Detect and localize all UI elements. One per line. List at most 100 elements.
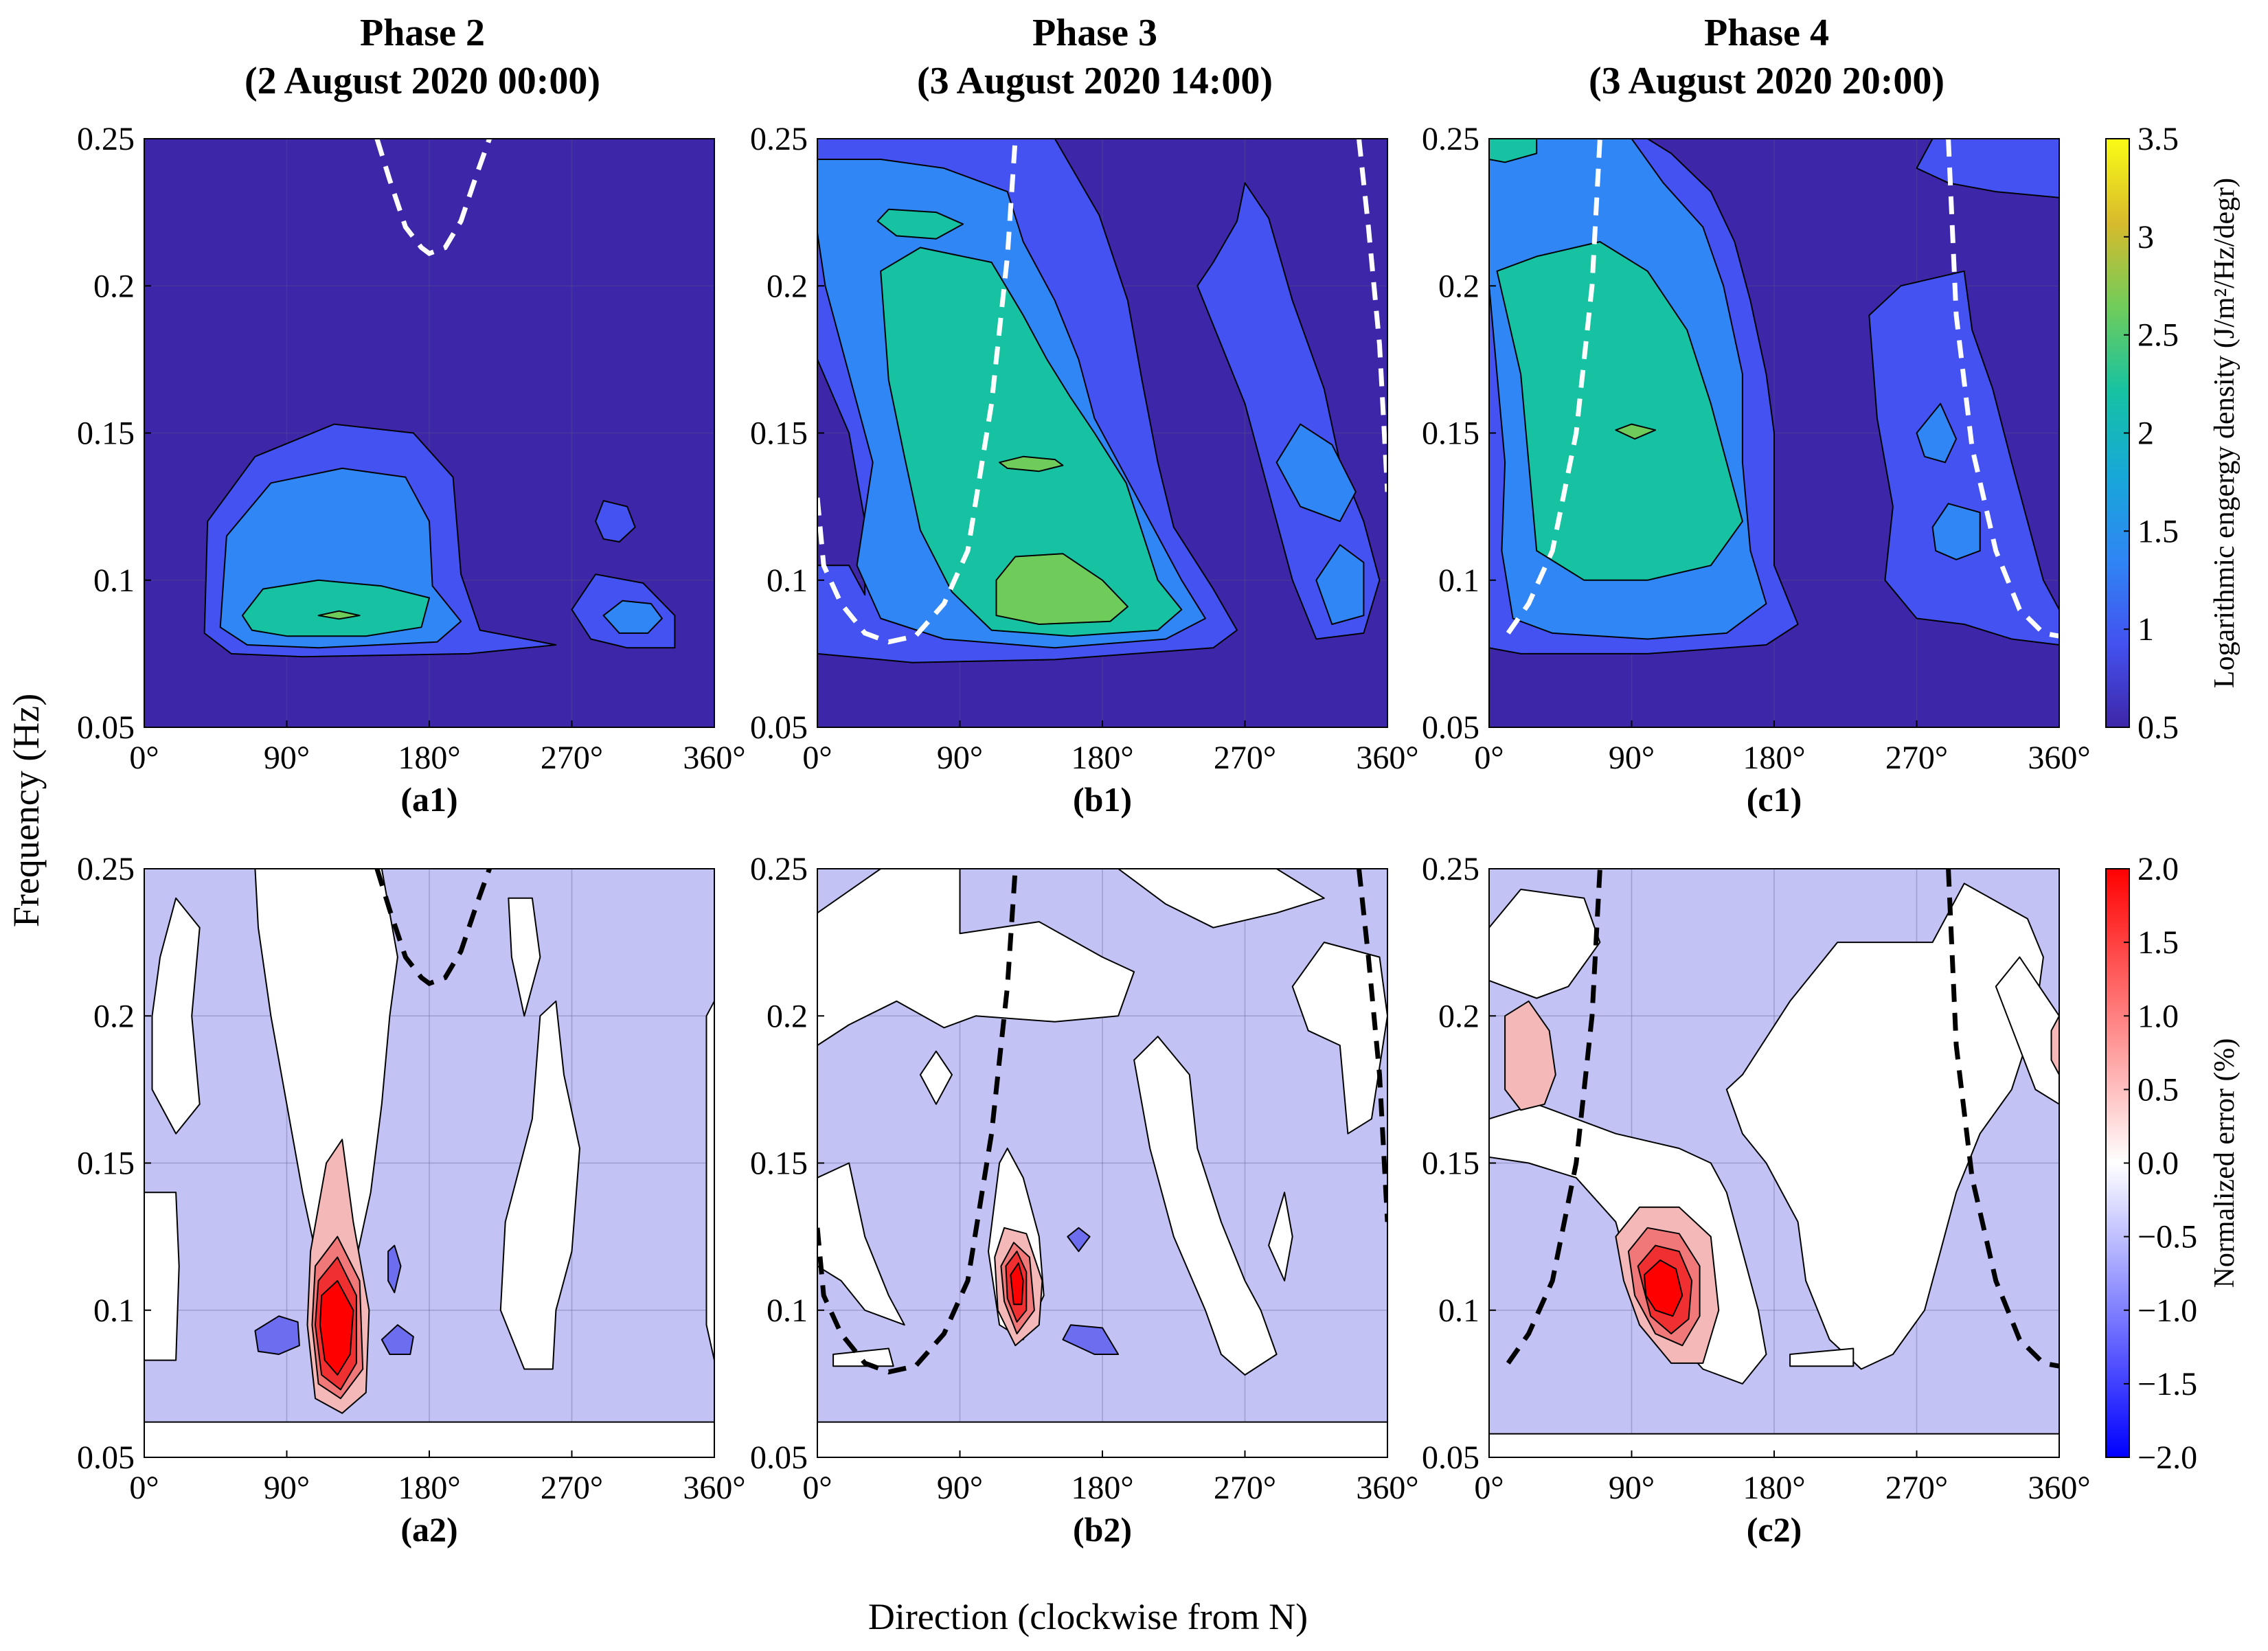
contour-region-level-neg1: [1067, 1227, 1091, 1253]
contour-region-level-1: [1868, 270, 2059, 646]
x-tick-label: 0°: [1474, 1470, 1504, 1506]
column-subtitle-phase-3: (3 August 2020 14:00): [917, 60, 1273, 102]
x-tick-label: 270°: [541, 1470, 603, 1506]
panel-label-b1: (b1): [1073, 780, 1132, 819]
x-tick-label: 360°: [2028, 1470, 2090, 1506]
x-tick-label: 360°: [683, 740, 745, 776]
y-tick-label: 0.15: [750, 1146, 808, 1182]
colorbar-error-tick-label: −2.0: [2137, 1439, 2197, 1476]
x-tick-label: 360°: [683, 1470, 745, 1506]
panel-label-c2: (c2): [1747, 1510, 1802, 1549]
y-tick-label: 0.05: [750, 709, 808, 746]
x-axis-label: Direction (clockwise from N): [868, 1596, 1308, 1637]
x-tick-label: 90°: [1609, 1470, 1655, 1506]
column-subtitle-phase-2: (2 August 2020 00:00): [245, 60, 600, 102]
colorbar-energy-tick-label: 3.5: [2137, 121, 2179, 157]
contour-region-level-0: [832, 1347, 894, 1367]
column-title-phase-3: Phase 3: [1032, 12, 1157, 54]
y-tick-label: 0.05: [750, 1439, 808, 1476]
panel-b2: 0.25 0.2 0.15 0.1 0.050° 90° 180° 270° 360° (b2): [750, 851, 1419, 1549]
contour-region-level-1_5: [1916, 402, 1958, 464]
y-tick-label: 0.2: [767, 268, 808, 304]
x-tick-label: 180°: [398, 740, 460, 776]
y-tick-label: 0.15: [1422, 1146, 1479, 1182]
caustic-line: [374, 869, 492, 987]
x-tick-label: 0°: [802, 1470, 832, 1506]
contour-region-level-0: [817, 1162, 905, 1326]
x-tick-label: 360°: [1356, 1470, 1418, 1506]
y-tick-label: 0.15: [750, 415, 808, 452]
y-tick-label: 0.1: [93, 1293, 135, 1329]
contour-region-level-0: [144, 1421, 714, 1457]
panel-label-b2: (b2): [1073, 1510, 1132, 1549]
contour-region-level-1_5: [1315, 544, 1365, 625]
x-tick-label: 360°: [2028, 740, 2090, 776]
colorbar-energy-tick-label: 3: [2137, 219, 2154, 255]
colorbar-error-tick-label: 1.0: [2137, 998, 2179, 1034]
y-axis-label: Frequency (Hz): [5, 694, 47, 927]
contour-region-level-1: [1197, 182, 1381, 640]
colorbar-error-tick-label: 1.5: [2137, 924, 2179, 961]
y-tick-label: 0.2: [93, 268, 135, 304]
contour-region-level-0: [144, 1192, 180, 1361]
x-tick-label: 270°: [541, 740, 603, 776]
y-tick-label: 0.1: [767, 562, 808, 599]
contour-region-level-0: [1995, 956, 2059, 1105]
y-tick-label: 0.15: [77, 1146, 135, 1182]
contour-region-level-0: [1118, 869, 1325, 929]
y-tick-label: 0.05: [1422, 709, 1479, 746]
x-tick-label: 0°: [129, 1470, 159, 1506]
contour-region-level-0: [151, 897, 201, 1135]
column-titles: Phase 2 (2 August 2020 00:00) Phase 3 (3…: [245, 12, 1944, 102]
x-tick-label: 90°: [264, 1470, 310, 1506]
caustic-line: [1946, 869, 2059, 1369]
contour-region-level-0_5: [2050, 1015, 2059, 1075]
contour-region-level-2_5: [1615, 423, 1657, 440]
y-tick-label: 0.25: [77, 851, 135, 887]
y-tick-label: 0.15: [1422, 415, 1479, 452]
contour-region-level-0: [499, 1000, 580, 1370]
contour-region-level-2: [241, 579, 430, 637]
caustic-line: [374, 139, 492, 257]
contour-region-level-0: [508, 897, 541, 1017]
contour-region-level-0: [1725, 883, 2044, 1370]
caustic-line: [817, 869, 1018, 1375]
x-tick-label: 0°: [1474, 740, 1504, 776]
y-tick-label: 0.2: [767, 998, 808, 1034]
x-tick-label: 270°: [1214, 740, 1276, 776]
contour-region-level-neg1: [1062, 1324, 1120, 1355]
x-tick-label: 180°: [1071, 740, 1133, 776]
y-tick-label: 0.05: [77, 709, 135, 746]
panel-label-a2: (a2): [400, 1510, 457, 1549]
colorbar-energy-tick-label: 0.5: [2137, 709, 2179, 746]
contour-region-level-2_5: [995, 553, 1129, 625]
y-tick-label: 0.25: [750, 121, 808, 157]
y-tick-label: 0.05: [1422, 1439, 1479, 1476]
panel-a1: 0.25 0.2 0.15 0.1 0.050° 90° 180° 270° 360° (a1): [77, 121, 746, 819]
panel-label-a1: (a1): [400, 780, 457, 819]
contour-region-level-0: [705, 1000, 714, 1361]
y-tick-label: 0.1: [767, 1293, 808, 1329]
contour-region-level-2: [1489, 139, 1538, 163]
colorbar-error-tick-label: −0.5: [2137, 1219, 2197, 1255]
caustic-line: [817, 139, 1018, 645]
x-tick-label: 90°: [937, 740, 983, 776]
panel-c2: 0.25 0.2 0.15 0.1 0.050° 90° 180° 270° 360° (c2): [1422, 851, 2091, 1549]
column-subtitle-phase-4: (3 August 2020 20:00): [1589, 60, 1944, 102]
contour-region-level-2: [319, 1279, 354, 1376]
contour-region-level-2: [1010, 1262, 1024, 1306]
colorbar-energy-tick-label: 2: [2137, 415, 2154, 452]
contour-region-level-1_5: [602, 600, 663, 634]
caustic-line: [1357, 139, 1387, 492]
contour-region-level-2: [1496, 241, 1743, 581]
colorbar-energy-label: Logarithmic engergy density (J/m²/Hz/deg…: [2209, 178, 2241, 688]
y-tick-label: 0.1: [93, 562, 135, 599]
colorbar-error-tick-label: 2.0: [2137, 851, 2179, 887]
colorbar-energy-tick-label: 2.5: [2137, 317, 2179, 354]
contour-region-level-2: [876, 208, 964, 240]
x-tick-label: 0°: [802, 740, 832, 776]
x-tick-label: 90°: [1609, 740, 1655, 776]
caustic-line: [1506, 869, 1602, 1365]
contour-region-level-1: [595, 500, 636, 543]
